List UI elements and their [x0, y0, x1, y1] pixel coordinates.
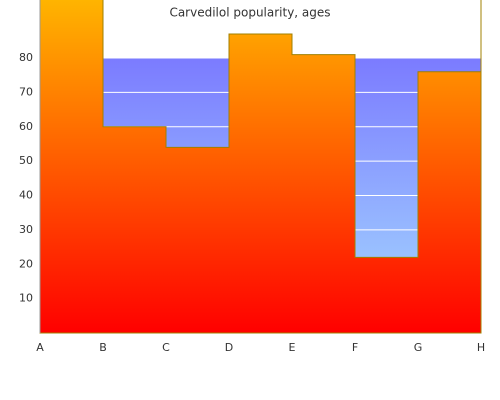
- x-tick-label: E: [289, 341, 296, 354]
- y-tick-label: 10: [19, 292, 33, 305]
- plot: 10 20 30 40 50 60 70 80 A B C D E F G H: [19, 0, 485, 354]
- y-tick-label: 30: [19, 223, 33, 236]
- y-tick-label: 80: [19, 51, 33, 64]
- y-tick-label: 60: [19, 120, 33, 133]
- x-tick-label: G: [414, 341, 423, 354]
- x-tick-label: A: [36, 341, 44, 354]
- y-tick-label: 50: [19, 154, 33, 167]
- y-tick-label: 40: [19, 189, 33, 202]
- step-area: [39, 0, 482, 334]
- y-tick-label: 70: [19, 85, 33, 98]
- chart-title: Carvedilol popularity, ages: [169, 6, 330, 20]
- y-tick-label: 20: [19, 257, 33, 270]
- x-tick-label: B: [99, 341, 107, 354]
- x-tick-label: H: [477, 341, 485, 354]
- x-tick-label: F: [352, 341, 358, 354]
- x-tick-label: D: [225, 341, 233, 354]
- x-tick-label: C: [162, 341, 170, 354]
